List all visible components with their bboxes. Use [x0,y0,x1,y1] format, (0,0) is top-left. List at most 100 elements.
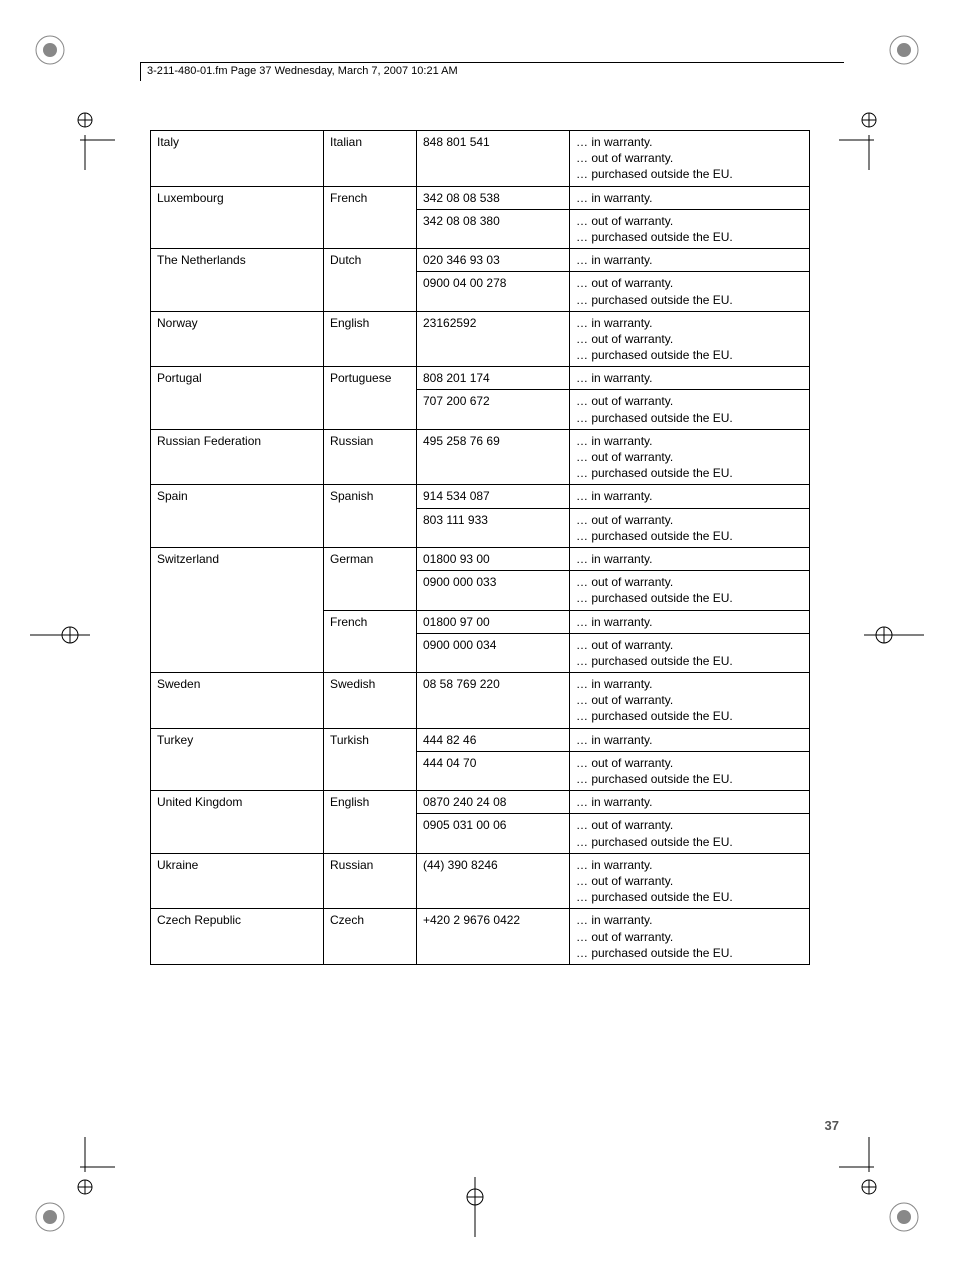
language-cell: Portuguese [324,367,417,430]
country-cell: Italy [151,131,324,187]
document-header-text: 3-211-480-01.fm Page 37 Wednesday, March… [141,63,464,77]
table-row: UkraineRussian(44) 390 8246… in warranty… [151,853,810,909]
language-cell: Dutch [324,249,417,312]
crop-mark-icon [55,1137,115,1197]
language-cell: French [324,186,417,249]
table-row: NorwayEnglish23162592… in warranty.… out… [151,311,810,367]
phone-cell: 0900 04 00 278 [417,272,570,311]
phone-cell: 08 58 769 220 [417,673,570,729]
condition-cell: … out of warranty.… purchased outside th… [570,633,810,672]
table-row: ItalyItalian848 801 541… in warranty.… o… [151,131,810,187]
condition-cell: … out of warranty.… purchased outside th… [570,272,810,311]
registration-mark-icon [884,1197,924,1237]
country-cell: The Netherlands [151,249,324,312]
phone-cell: 342 08 08 380 [417,209,570,248]
country-cell: Luxembourg [151,186,324,249]
phone-cell: 0900 000 033 [417,571,570,610]
condition-cell: … in warranty. [570,186,810,209]
table-row: TurkeyTurkish444 82 46… in warranty. [151,728,810,751]
phone-cell: 01800 93 00 [417,547,570,570]
language-cell: French [324,610,417,673]
language-cell: Czech [324,909,417,965]
table-row: LuxembourgFrench342 08 08 538… in warran… [151,186,810,209]
crop-mark-icon [839,110,899,170]
country-cell: United Kingdom [151,791,324,854]
crop-mark-icon [864,620,924,650]
condition-cell: … in warranty. [570,367,810,390]
table-row: United KingdomEnglish0870 240 24 08… in … [151,791,810,814]
condition-cell: … in warranty.… out of warranty.… purcha… [570,909,810,965]
phone-cell: 914 534 087 [417,485,570,508]
registration-mark-icon [30,1197,70,1237]
table-row: SwitzerlandGerman01800 93 00… in warrant… [151,547,810,570]
table-row: Czech RepublicCzech+420 2 9676 0422… in … [151,909,810,965]
language-cell: Spanish [324,485,417,548]
country-cell: Norway [151,311,324,367]
phone-cell: 495 258 76 69 [417,429,570,485]
table-row: PortugalPortuguese808 201 174… in warran… [151,367,810,390]
language-cell: Swedish [324,673,417,729]
condition-cell: … in warranty.… out of warranty.… purcha… [570,131,810,187]
condition-cell: … out of warranty.… purchased outside th… [570,209,810,248]
table-row: SpainSpanish914 534 087… in warranty. [151,485,810,508]
country-cell: Russian Federation [151,429,324,485]
condition-cell: … out of warranty.… purchased outside th… [570,571,810,610]
phone-cell: 707 200 672 [417,390,570,429]
language-cell: English [324,791,417,854]
condition-cell: … in warranty. [570,249,810,272]
condition-cell: … in warranty.… out of warranty.… purcha… [570,673,810,729]
phone-cell: 0905 031 00 06 [417,814,570,853]
condition-cell: … out of warranty.… purchased outside th… [570,390,810,429]
condition-cell: … in warranty.… out of warranty.… purcha… [570,311,810,367]
condition-cell: … in warranty.… out of warranty.… purcha… [570,429,810,485]
warranty-table: ItalyItalian848 801 541… in warranty.… o… [150,130,810,965]
country-cell: Ukraine [151,853,324,909]
language-cell: Turkish [324,728,417,791]
language-cell: Russian [324,853,417,909]
country-cell: Turkey [151,728,324,791]
page-content: ItalyItalian848 801 541… in warranty.… o… [150,130,810,965]
language-cell: English [324,311,417,367]
phone-cell: 0900 000 034 [417,633,570,672]
phone-cell: 23162592 [417,311,570,367]
registration-mark-icon [30,30,70,70]
table-row: The NetherlandsDutch020 346 93 03… in wa… [151,249,810,272]
phone-cell: 020 346 93 03 [417,249,570,272]
condition-cell: … out of warranty.… purchased outside th… [570,508,810,547]
condition-cell: … out of warranty.… purchased outside th… [570,814,810,853]
phone-cell: 0870 240 24 08 [417,791,570,814]
crop-mark-icon [30,620,90,650]
crop-mark-icon [55,110,115,170]
registration-mark-icon [884,30,924,70]
condition-cell: … in warranty. [570,485,810,508]
page-number: 37 [825,1118,839,1133]
country-cell: Portugal [151,367,324,430]
crop-mark-icon [839,1137,899,1197]
country-cell: Switzerland [151,547,324,672]
language-cell: Italian [324,131,417,187]
table-row: SwedenSwedish08 58 769 220… in warranty.… [151,673,810,729]
condition-cell: … in warranty. [570,728,810,751]
phone-cell: +420 2 9676 0422 [417,909,570,965]
phone-cell: 803 111 933 [417,508,570,547]
table-row: Russian FederationRussian495 258 76 69… … [151,429,810,485]
document-header: 3-211-480-01.fm Page 37 Wednesday, March… [140,62,844,81]
phone-cell: 848 801 541 [417,131,570,187]
language-cell: Russian [324,429,417,485]
phone-cell: 444 82 46 [417,728,570,751]
phone-cell: 444 04 70 [417,751,570,790]
country-cell: Spain [151,485,324,548]
language-cell: German [324,547,417,610]
condition-cell: … in warranty. [570,610,810,633]
country-cell: Sweden [151,673,324,729]
phone-cell: 342 08 08 538 [417,186,570,209]
condition-cell: … in warranty. [570,547,810,570]
condition-cell: … out of warranty.… purchased outside th… [570,751,810,790]
condition-cell: … in warranty. [570,791,810,814]
country-cell: Czech Republic [151,909,324,965]
crop-mark-icon [460,1177,490,1237]
phone-cell: (44) 390 8246 [417,853,570,909]
phone-cell: 808 201 174 [417,367,570,390]
phone-cell: 01800 97 00 [417,610,570,633]
condition-cell: … in warranty.… out of warranty.… purcha… [570,853,810,909]
